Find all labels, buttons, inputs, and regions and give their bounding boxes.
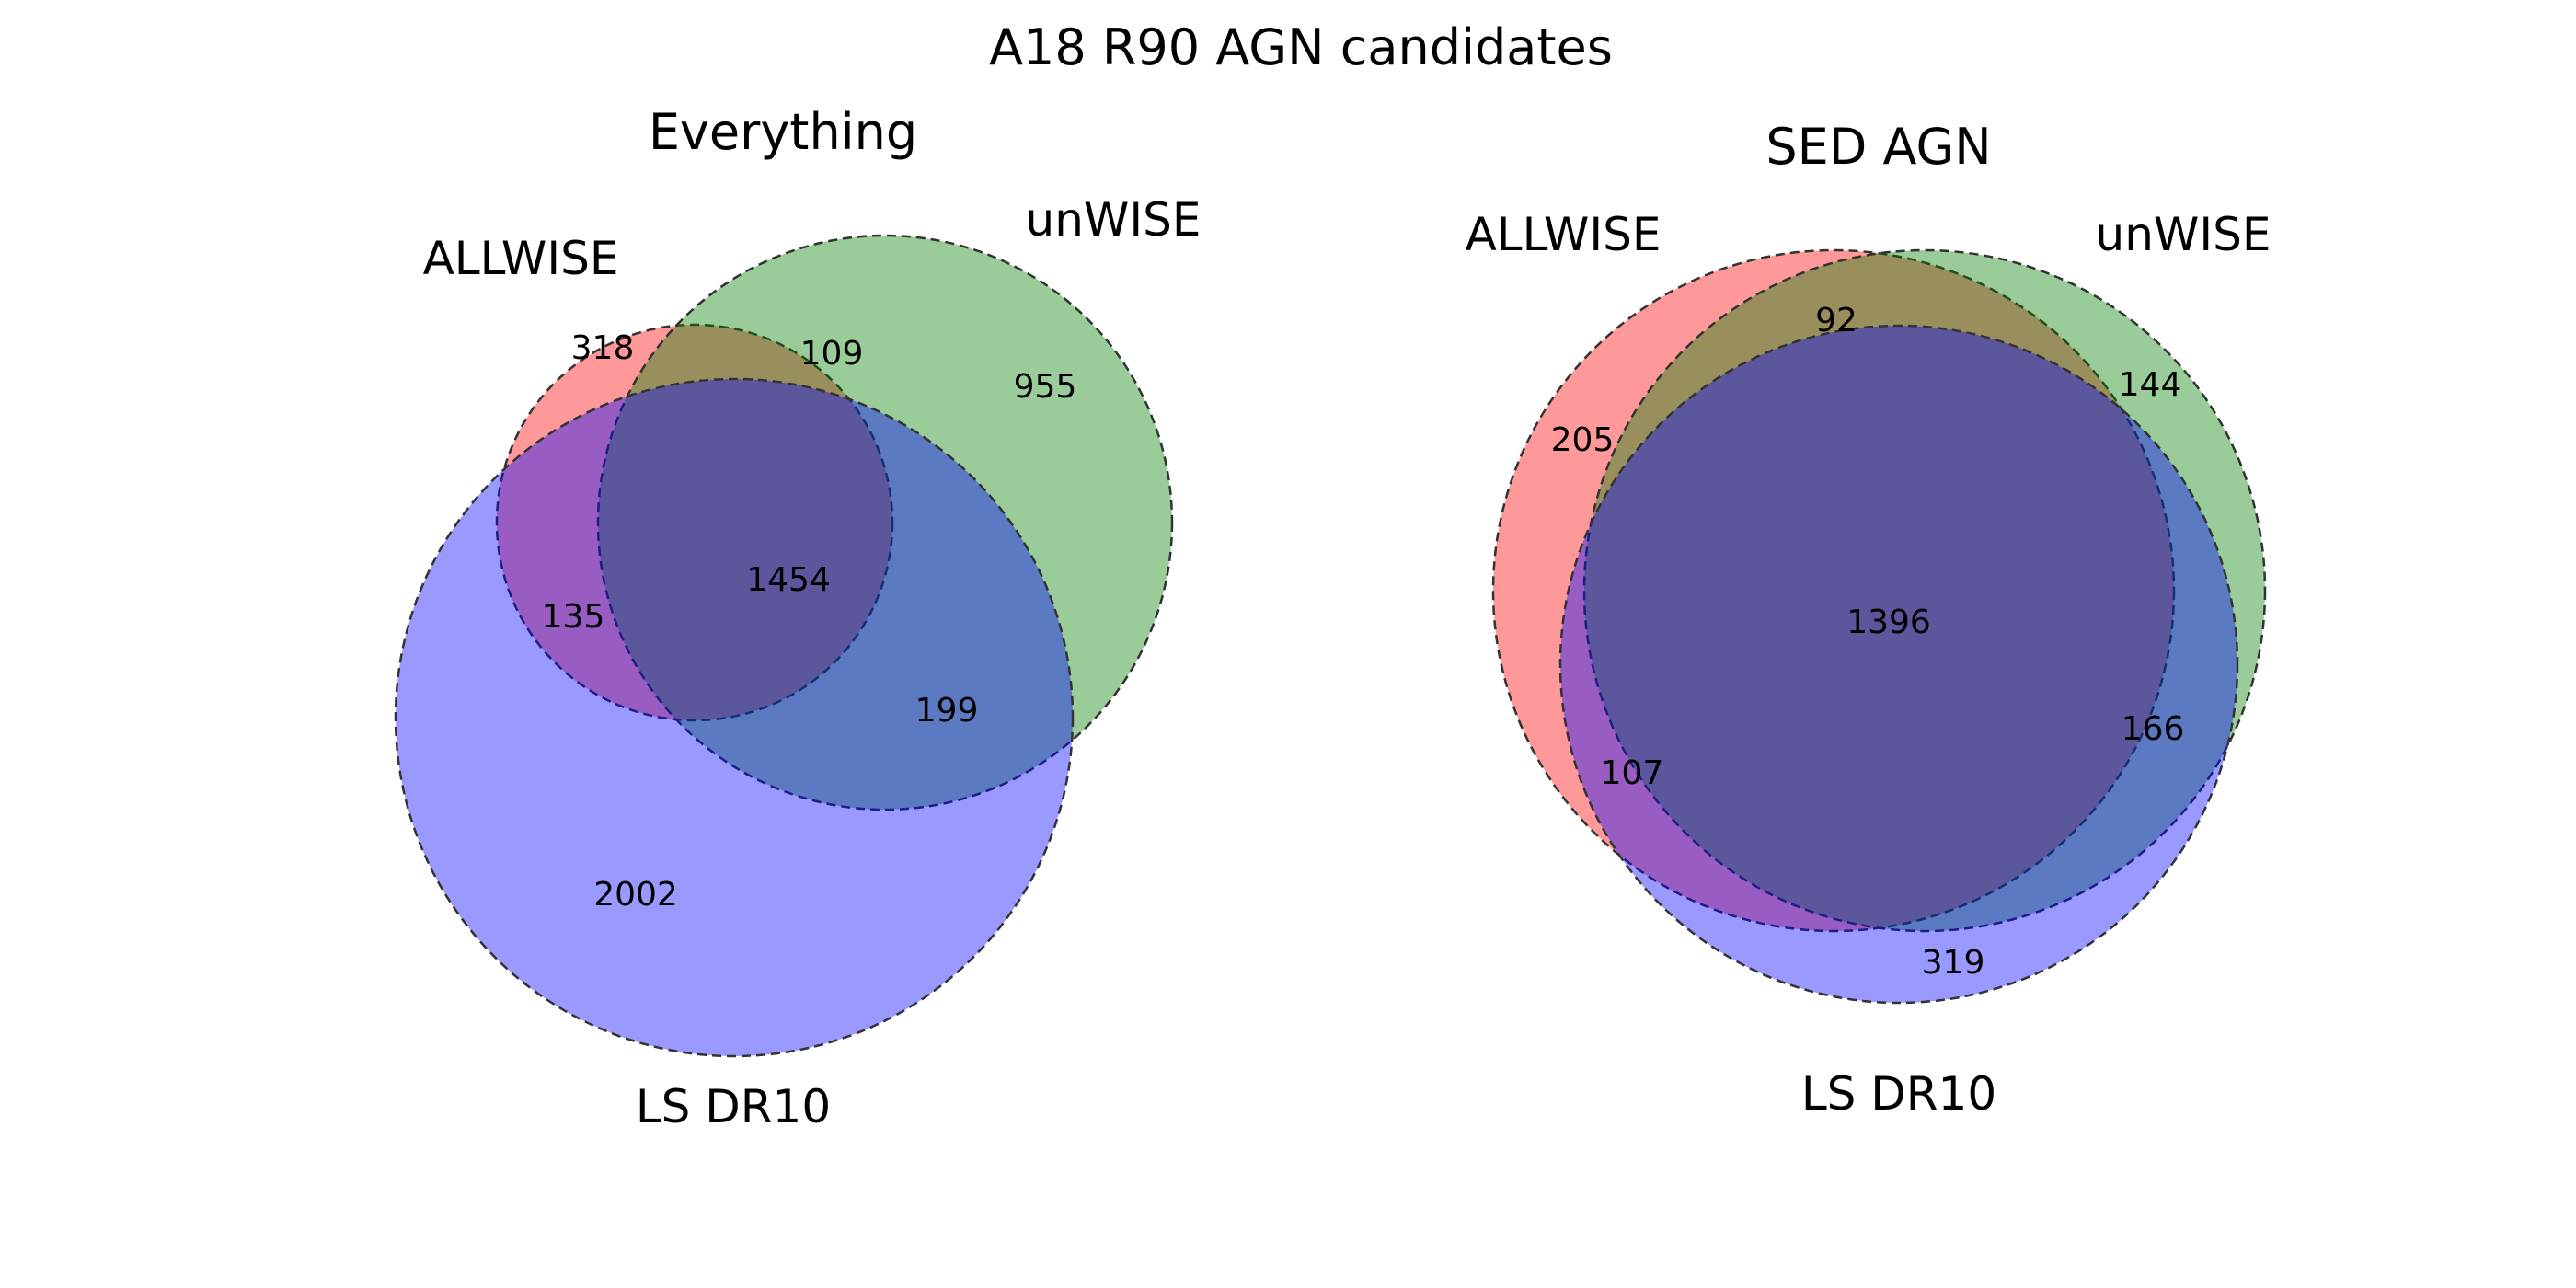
venn-sed-agn-title: SED AGN (1765, 118, 1991, 176)
venn-sed-agn-circle-lsdr10 (1558, 324, 2239, 1005)
venn-sed-agn-count-unwise-ls: 166 (2122, 710, 2185, 748)
venn-everything-set-label-lsdr10: LS DR10 (636, 1080, 831, 1133)
venn-everything-count-ls-only: 2002 (593, 876, 678, 914)
venn-everything-count-allwise-unwise: 109 (800, 335, 864, 373)
venn-everything-count-allwise-ls: 135 (542, 598, 605, 636)
venn-sed-agn-count-allwise-unwise: 92 (1815, 302, 1857, 339)
venn-everything: Everything ALLWISE unWISE LS DR10 318 10… (394, 103, 1202, 1133)
venn-sed-agn-count-ls-only: 319 (1922, 944, 1985, 982)
venn-everything-count-unwise-ls: 199 (915, 692, 979, 730)
venn-everything-count-allwise-only: 318 (571, 329, 635, 367)
venn-everything-title: Everything (649, 103, 917, 161)
venn-sed-agn-count-allwise-only: 205 (1551, 421, 1615, 459)
venn-sed-agn-set-label-allwise: ALLWISE (1466, 208, 1662, 261)
venn-sed-agn-count-allwise-ls: 107 (1601, 754, 1664, 792)
venn-everything-circle-allwise (495, 323, 894, 722)
venn-everything-set-label-unwise: unWISE (1026, 193, 1202, 247)
venn-sed-agn-circle-unwise (1582, 248, 2267, 933)
venn-sed-agn: SED AGN ALLWISE unWISE LS DR10 92 144 20… (1466, 118, 2271, 1121)
venn-everything-count-all-three: 1454 (746, 561, 831, 599)
venn-sed-agn-set-label-unwise: unWISE (2096, 208, 2271, 261)
figure-title: A18 R90 AGN candidates (989, 18, 1613, 76)
venn-sed-agn-count-unwise-only: 144 (2119, 366, 2182, 404)
venn-sed-agn-count-all-three: 1396 (1846, 604, 1931, 641)
venn-everything-set-label-allwise: ALLWISE (423, 232, 619, 285)
venn-everything-circle-lsdr10 (394, 377, 1075, 1058)
venn-sed-agn-set-label-lsdr10: LS DR10 (1801, 1067, 1996, 1121)
venn-everything-circle-unwise (596, 234, 1174, 811)
venn-sed-agn-circle-allwise (1491, 248, 2176, 933)
venn-everything-count-unwise-only: 955 (1014, 368, 1077, 406)
